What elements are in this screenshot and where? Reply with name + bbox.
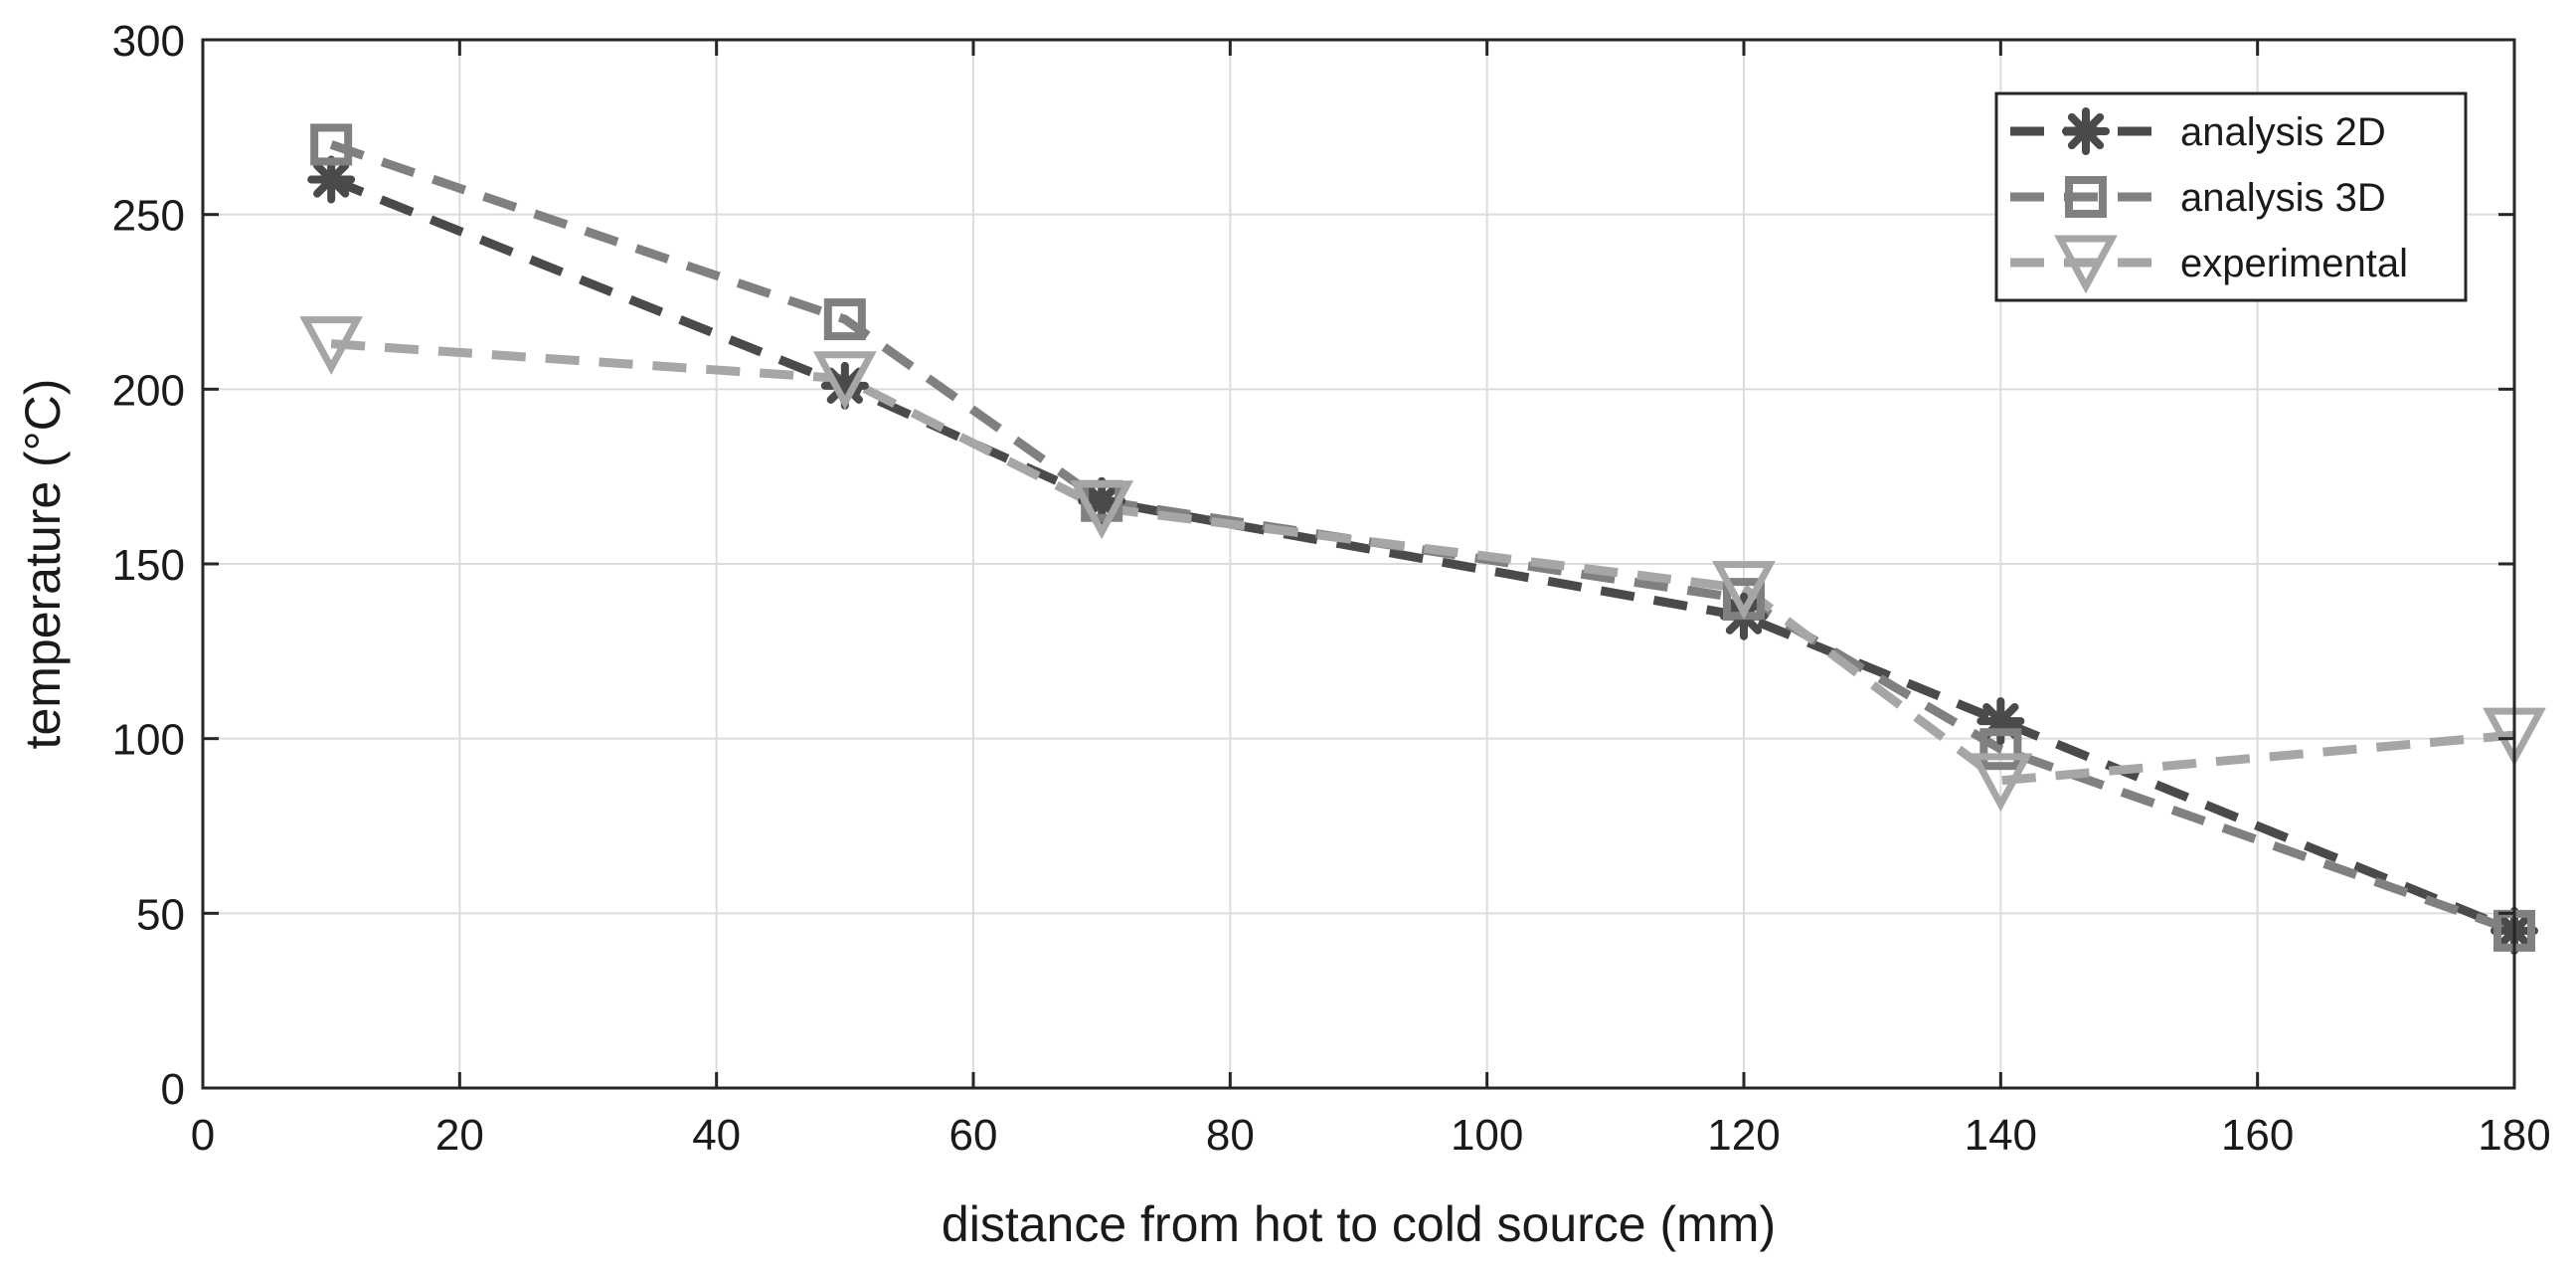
x-tick-label: 20 — [435, 1111, 484, 1160]
y-tick-label: 50 — [136, 890, 185, 939]
series-3-point — [299, 316, 364, 376]
series-2-point — [823, 298, 866, 341]
x-tick-label: 0 — [191, 1111, 215, 1160]
legend: analysis 2D analysis 3D experimental — [1994, 91, 2468, 302]
legend-marker — [2062, 107, 2110, 155]
legend-item: analysis 3D — [2010, 176, 2386, 220]
series-2-point — [1979, 728, 2022, 771]
y-tick-label: 200 — [112, 366, 185, 415]
legend-label: experimental — [2180, 242, 2408, 285]
series-1-point — [307, 155, 356, 204]
x-tick-label: 40 — [692, 1111, 741, 1160]
series-line-2 — [329, 140, 2516, 936]
legend-label: analysis 3D — [2180, 176, 2386, 220]
legend-label: analysis 2D — [2180, 110, 2386, 154]
x-tick-label: 60 — [949, 1111, 998, 1160]
series-1-point — [820, 361, 869, 410]
y-tick-label: 300 — [112, 17, 185, 66]
legend-marker — [2054, 235, 2118, 294]
series-3-point — [1712, 561, 1776, 620]
y-tick-label: 100 — [112, 716, 185, 765]
series-3-point — [812, 351, 877, 411]
x-tick-label: 140 — [1965, 1111, 2037, 1160]
legend-item: analysis 2D — [2010, 107, 2386, 155]
x-axis-label: distance from hot to cold source (mm) — [942, 1196, 1776, 1252]
y-tick-label: 150 — [112, 541, 185, 590]
legend-item: experimental — [2010, 235, 2408, 294]
x-tick-label: 100 — [1451, 1111, 1523, 1160]
series-line-1 — [329, 175, 2516, 936]
axis-ticks: 0 20 40 60 80 100 120 140 160 180 0 50 100 150 200 250 3… — [112, 17, 2551, 1160]
x-tick-label: 80 — [1206, 1111, 1255, 1160]
series-3-point — [1070, 480, 1134, 540]
x-tick-label: 180 — [2478, 1111, 2550, 1160]
series-3-point — [1969, 753, 2033, 813]
y-tick-label: 0 — [161, 1065, 185, 1114]
y-axis-label: temperature (°C) — [15, 379, 71, 750]
x-tick-label: 160 — [2221, 1111, 2294, 1160]
x-tick-label: 120 — [1707, 1111, 1780, 1160]
legend-marker — [2065, 176, 2107, 218]
series-line-3 — [330, 339, 2515, 786]
series-2-point — [310, 123, 353, 166]
y-tick-label: 250 — [112, 192, 185, 241]
